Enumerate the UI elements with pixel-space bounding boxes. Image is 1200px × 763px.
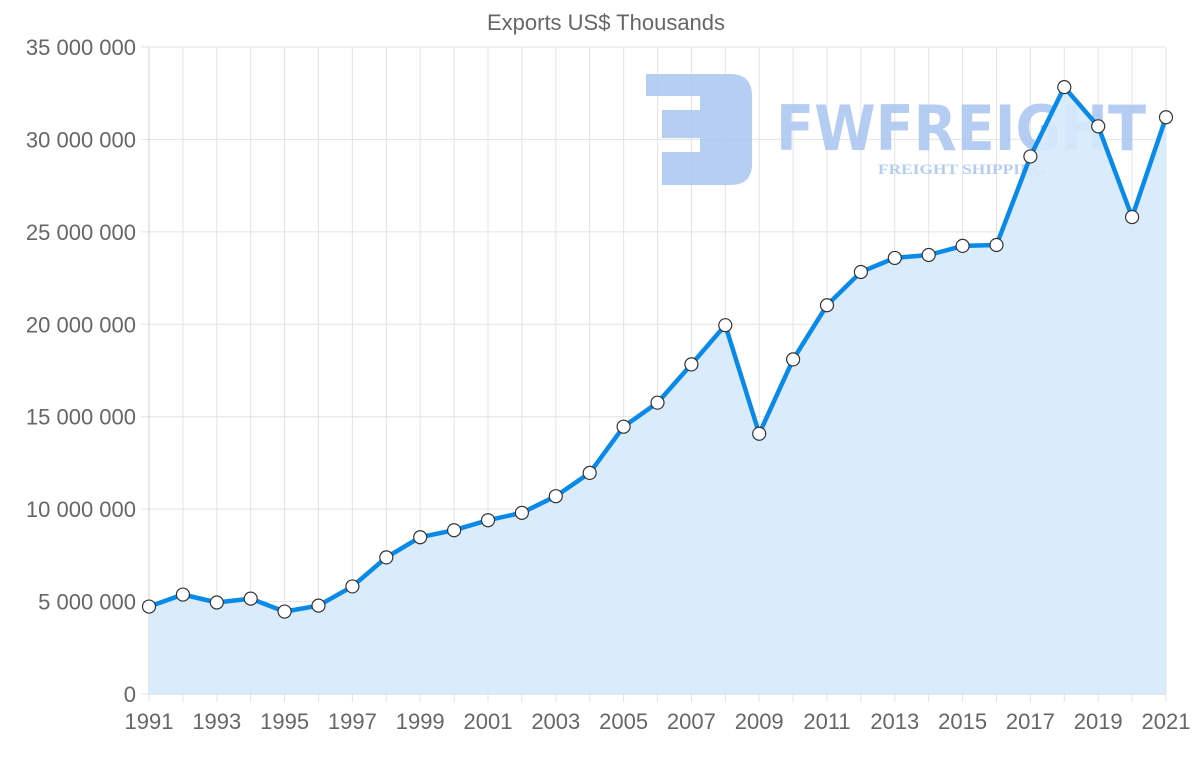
data-point-marker[interactable] (650, 395, 665, 410)
data-point-marker[interactable] (684, 357, 699, 372)
x-tick-label: 2013 (870, 709, 919, 734)
y-axis: 0 5 000 000 10 000 000 15 000 000 20 000 000… (26, 35, 136, 707)
data-point-marker[interactable] (718, 318, 733, 333)
area-fill (149, 87, 1166, 695)
data-point-marker[interactable] (514, 505, 530, 520)
data-point-marker[interactable] (311, 598, 326, 613)
y-tick-label: 10 000 000 (26, 497, 136, 522)
data-points (141, 80, 1174, 619)
data-point-marker[interactable] (921, 247, 936, 263)
fw-logo-icon (646, 74, 752, 185)
x-tick-label: 2017 (1006, 709, 1055, 734)
y-tick-label: 0 (124, 682, 136, 707)
data-point-marker[interactable] (480, 513, 496, 528)
x-tick-label: 2015 (938, 709, 987, 734)
y-tick-label: 30 000 000 (26, 127, 136, 152)
data-point-marker[interactable] (1057, 80, 1072, 95)
data-point-marker[interactable] (548, 489, 563, 504)
watermark-tagline: FREIGHT SHIPPING (878, 162, 1046, 178)
data-point-marker[interactable] (379, 550, 394, 565)
data-point-marker[interactable] (1158, 110, 1174, 125)
x-tick-label: 2007 (667, 709, 716, 734)
data-point-marker[interactable] (853, 264, 869, 280)
x-tick-label: 2019 (1074, 709, 1123, 734)
x-tick-label: 2001 (464, 709, 513, 734)
data-point-marker[interactable] (175, 587, 190, 602)
data-point-marker[interactable] (616, 419, 631, 434)
x-tick-label: 2021 (1142, 709, 1191, 734)
x-tick-label: 1993 (192, 709, 241, 734)
y-tick-label: 5 000 000 (38, 590, 136, 615)
data-point-marker[interactable] (141, 599, 157, 614)
data-point-marker[interactable] (819, 298, 835, 313)
y-tick-label: 25 000 000 (26, 220, 136, 245)
x-tick-label: 2005 (599, 709, 648, 734)
data-point-marker[interactable] (1023, 149, 1038, 164)
data-point-marker[interactable] (209, 595, 224, 610)
data-point-marker[interactable] (887, 250, 902, 266)
data-point-marker[interactable] (277, 604, 292, 619)
data-point-marker[interactable] (582, 465, 597, 481)
y-tick-label: 35 000 000 (26, 35, 136, 60)
x-tick-label: 2003 (531, 709, 580, 734)
data-point-marker[interactable] (955, 238, 970, 254)
data-point-marker[interactable] (447, 523, 462, 538)
x-tick-label: 1997 (328, 709, 377, 734)
y-tick-label: 15 000 000 (26, 405, 136, 430)
x-tick-label: 1995 (260, 709, 309, 734)
data-point-marker[interactable] (345, 579, 360, 594)
data-point-marker[interactable] (752, 426, 767, 441)
data-point-marker[interactable] (1124, 209, 1140, 225)
data-point-marker[interactable] (989, 237, 1004, 253)
x-tick-label: 1999 (396, 709, 445, 734)
data-point-marker[interactable] (413, 530, 428, 545)
data-point-marker[interactable] (785, 352, 801, 367)
x-tick-label: 1991 (125, 709, 174, 734)
data-point-marker[interactable] (243, 591, 258, 606)
x-axis: 1991 1993 1995 1997 1999 2001 2003 2005 2007 2009… (125, 709, 1191, 734)
y-tick-label: 20 000 000 (26, 312, 136, 337)
chart-title: Exports US$ Thousands (487, 10, 725, 35)
data-point-marker[interactable] (1091, 119, 1106, 134)
x-tick-label: 2011 (803, 709, 850, 734)
x-tick-label: 2009 (735, 709, 784, 734)
